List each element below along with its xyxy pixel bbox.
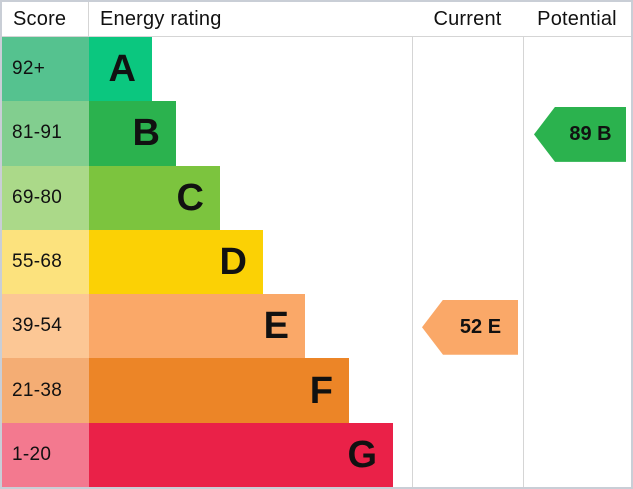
- header-potential: Potential: [537, 7, 617, 30]
- band-bar-a: A: [89, 37, 152, 102]
- band-bar-b: B: [89, 101, 176, 166]
- band-score-range-e: 39-54: [2, 294, 89, 359]
- header-score: Score: [2, 2, 89, 36]
- band-score-range-f: 21-38: [2, 358, 89, 423]
- band-letter-c: C: [176, 176, 204, 219]
- current-rating-arrow: 52 E: [422, 299, 518, 355]
- header-energy-rating: Energy rating: [100, 7, 222, 30]
- band-score-range-c: 69-80: [2, 165, 89, 230]
- band-letter-g: G: [347, 433, 377, 476]
- current-column-divider: [412, 2, 413, 487]
- band-score-range-g: 1-20: [2, 422, 89, 487]
- band-letter-b: B: [132, 112, 160, 155]
- band-score-range-a: 92+: [2, 37, 89, 102]
- band-letter-d: D: [219, 240, 247, 283]
- band-row-e: 39-54 E: [2, 294, 631, 359]
- chart-header: Score Energy rating Current Potential: [2, 2, 631, 37]
- band-row-f: 21-38 F: [2, 358, 631, 423]
- potential-column-divider: [523, 2, 524, 487]
- potential-rating-arrow: 89 B: [534, 106, 626, 162]
- band-letter-a: A: [108, 48, 136, 91]
- band-row-d: 55-68 D: [2, 229, 631, 295]
- band-score-range-b: 81-91: [2, 101, 89, 166]
- band-bar-c: C: [89, 165, 220, 230]
- band-bar-g: G: [89, 422, 393, 487]
- band-letter-f: F: [309, 369, 333, 412]
- band-row-g: 1-20 G: [2, 422, 631, 487]
- band-rows: 92+ A 81-91 B 69-80 C 55-68 D 39-54 E 21…: [2, 37, 631, 487]
- header-current: Current: [433, 7, 502, 30]
- band-row-b: 81-91 B: [2, 101, 631, 166]
- band-bar-d: D: [89, 229, 263, 295]
- band-bar-f: F: [89, 358, 349, 423]
- band-row-c: 69-80 C: [2, 165, 631, 230]
- band-letter-e: E: [263, 305, 289, 348]
- band-bar-e: E: [89, 294, 305, 359]
- band-score-range-d: 55-68: [2, 229, 89, 295]
- band-row-a: 92+ A: [2, 37, 631, 102]
